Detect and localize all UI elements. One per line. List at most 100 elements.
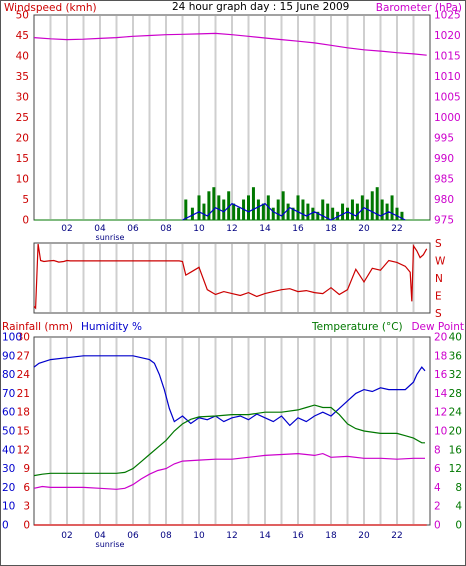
- gust-bar: [370, 191, 374, 220]
- axis-tick-label: 24: [449, 407, 463, 419]
- barometer-ticks: 975 980 985 990 995 1000 1005 1010 1015 1020 1025: [434, 10, 461, 227]
- windspeed-tick-label: 15: [16, 153, 29, 165]
- time-tick-label: 16: [292, 531, 304, 541]
- time-tick-label: 02: [61, 531, 72, 541]
- axis-tick-label: 9: [23, 463, 30, 475]
- axis-tick-label: 70: [2, 388, 15, 400]
- gust-bar: [301, 199, 305, 220]
- time-tick-label: 06: [127, 224, 139, 234]
- temp-time-ticks: 02 04 06 08 10 12 14 16 18 20 22: [61, 531, 402, 541]
- axis-tick-label: 0: [455, 520, 462, 532]
- axis-tick-label: 14: [434, 388, 448, 400]
- compass-tick-label: N: [435, 273, 443, 285]
- axis-tick-label: 18: [434, 350, 447, 362]
- axis-tick-label: 80: [2, 369, 15, 381]
- windspeed-axis-label: Windspeed (kmh): [4, 2, 97, 14]
- axis-tick-label: 20: [434, 332, 447, 344]
- axis-tick-label: 30: [2, 463, 15, 475]
- axis-tick-label: 10: [2, 501, 15, 513]
- humidity-axis-label: Humidity %: [81, 321, 142, 333]
- axis-tick-label: 8: [455, 482, 462, 494]
- axis-tick-label: 60: [2, 407, 15, 419]
- barometer-tick-label: 990: [434, 153, 454, 165]
- gust-bar: [400, 211, 404, 220]
- gust-bar: [227, 191, 231, 220]
- time-tick-label: 22: [391, 531, 402, 541]
- time-tick-label: 10: [193, 531, 205, 541]
- gust-bar: [321, 199, 325, 220]
- axis-tick-label: 21: [17, 388, 30, 400]
- gust-bar: [306, 203, 310, 220]
- gust-bar: [237, 207, 241, 220]
- axis-tick-label: 6: [434, 463, 441, 475]
- compass-tick-label: E: [435, 291, 442, 303]
- time-tick-label: 12: [226, 531, 237, 541]
- axis-tick-label: 16: [434, 369, 448, 381]
- windspeed-tick-label: 0: [22, 215, 29, 227]
- time-tick-label: 14: [259, 531, 271, 541]
- gust-bar: [222, 199, 226, 220]
- windspeed-tick-label: 35: [16, 71, 29, 83]
- axis-tick-label: 30: [17, 332, 30, 344]
- gust-bar: [261, 203, 265, 220]
- axis-tick-label: 40: [2, 444, 15, 456]
- barometer-tick-label: 995: [434, 133, 454, 145]
- time-tick-label: 12: [226, 224, 237, 234]
- time-tick-label: 18: [325, 531, 337, 541]
- gust-bar: [395, 207, 399, 220]
- barometer-tick-label: 1020: [434, 30, 461, 42]
- axis-tick-label: 24: [17, 369, 31, 381]
- windspeed-tick-label: 30: [16, 92, 29, 104]
- temp-series: [33, 355, 427, 526]
- rainfall-ticks: 0 3 6 9 12 15 18 21 24 27 30: [17, 332, 31, 532]
- humidity-ticks: 0 10 20 30 40 50 60 70 80 90 100: [2, 332, 22, 532]
- gust-bar: [256, 199, 260, 220]
- windspeed-tick-label: 10: [16, 174, 29, 186]
- time-tick-label: 20: [358, 531, 370, 541]
- axis-tick-label: 4: [455, 501, 462, 513]
- chart-title: 24 hour graph day : 15 June 2009: [172, 1, 349, 13]
- compass-tick-label: W: [435, 256, 446, 268]
- gust-bar: [380, 199, 384, 220]
- humidity-line: [33, 355, 426, 427]
- gust-bar: [217, 195, 221, 220]
- time-tick-label: 16: [292, 224, 304, 234]
- axis-tick-label: 6: [23, 482, 30, 494]
- time-tick-label: 10: [193, 224, 205, 234]
- gust-bar: [202, 203, 206, 220]
- barometer-tick-label: 985: [434, 174, 454, 186]
- time-tick-label: 06: [127, 531, 139, 541]
- gust-bar: [360, 195, 364, 220]
- gust-bar: [212, 187, 216, 220]
- windspeed-tick-label: 50: [16, 10, 29, 22]
- time-tick-label: 02: [61, 224, 72, 234]
- time-tick-label: 08: [160, 531, 172, 541]
- gust-bar: [341, 203, 345, 220]
- windspeed-tick-label: 20: [16, 133, 29, 145]
- dewpoint-axis-label: Dew Point: [411, 321, 464, 333]
- axis-tick-label: 90: [2, 350, 15, 362]
- time-tick-label: 18: [325, 224, 337, 234]
- time-tick-label: 22: [391, 224, 402, 234]
- axis-tick-label: 28: [449, 388, 462, 400]
- axis-tick-label: 27: [17, 350, 30, 362]
- direction-grid: [49, 244, 415, 312]
- axis-tick-label: 50: [2, 426, 15, 438]
- windspeed-tick-label: 25: [16, 112, 29, 124]
- temperature-ticks: 0 4 8 12 16 20 24 28 32 36 40: [449, 332, 463, 532]
- wind-grid: [34, 16, 430, 221]
- axis-tick-label: 2: [434, 501, 441, 513]
- gust-bar: [190, 207, 194, 220]
- windspeed-line: [182, 202, 406, 221]
- barometer-tick-label: 1010: [434, 71, 461, 83]
- axis-tick-label: 3: [23, 501, 30, 513]
- gust-bar: [311, 207, 315, 220]
- barometer-axis-label: Barometer (hPa): [376, 2, 462, 14]
- axis-tick-label: 40: [449, 332, 462, 344]
- barometer-tick-label: 1015: [434, 51, 461, 63]
- temperature-axis-label: Temperature (°C): [311, 321, 403, 333]
- gust-bar: [296, 195, 300, 220]
- compass-tick-label: S: [435, 308, 442, 320]
- axis-tick-label: 0: [23, 520, 30, 532]
